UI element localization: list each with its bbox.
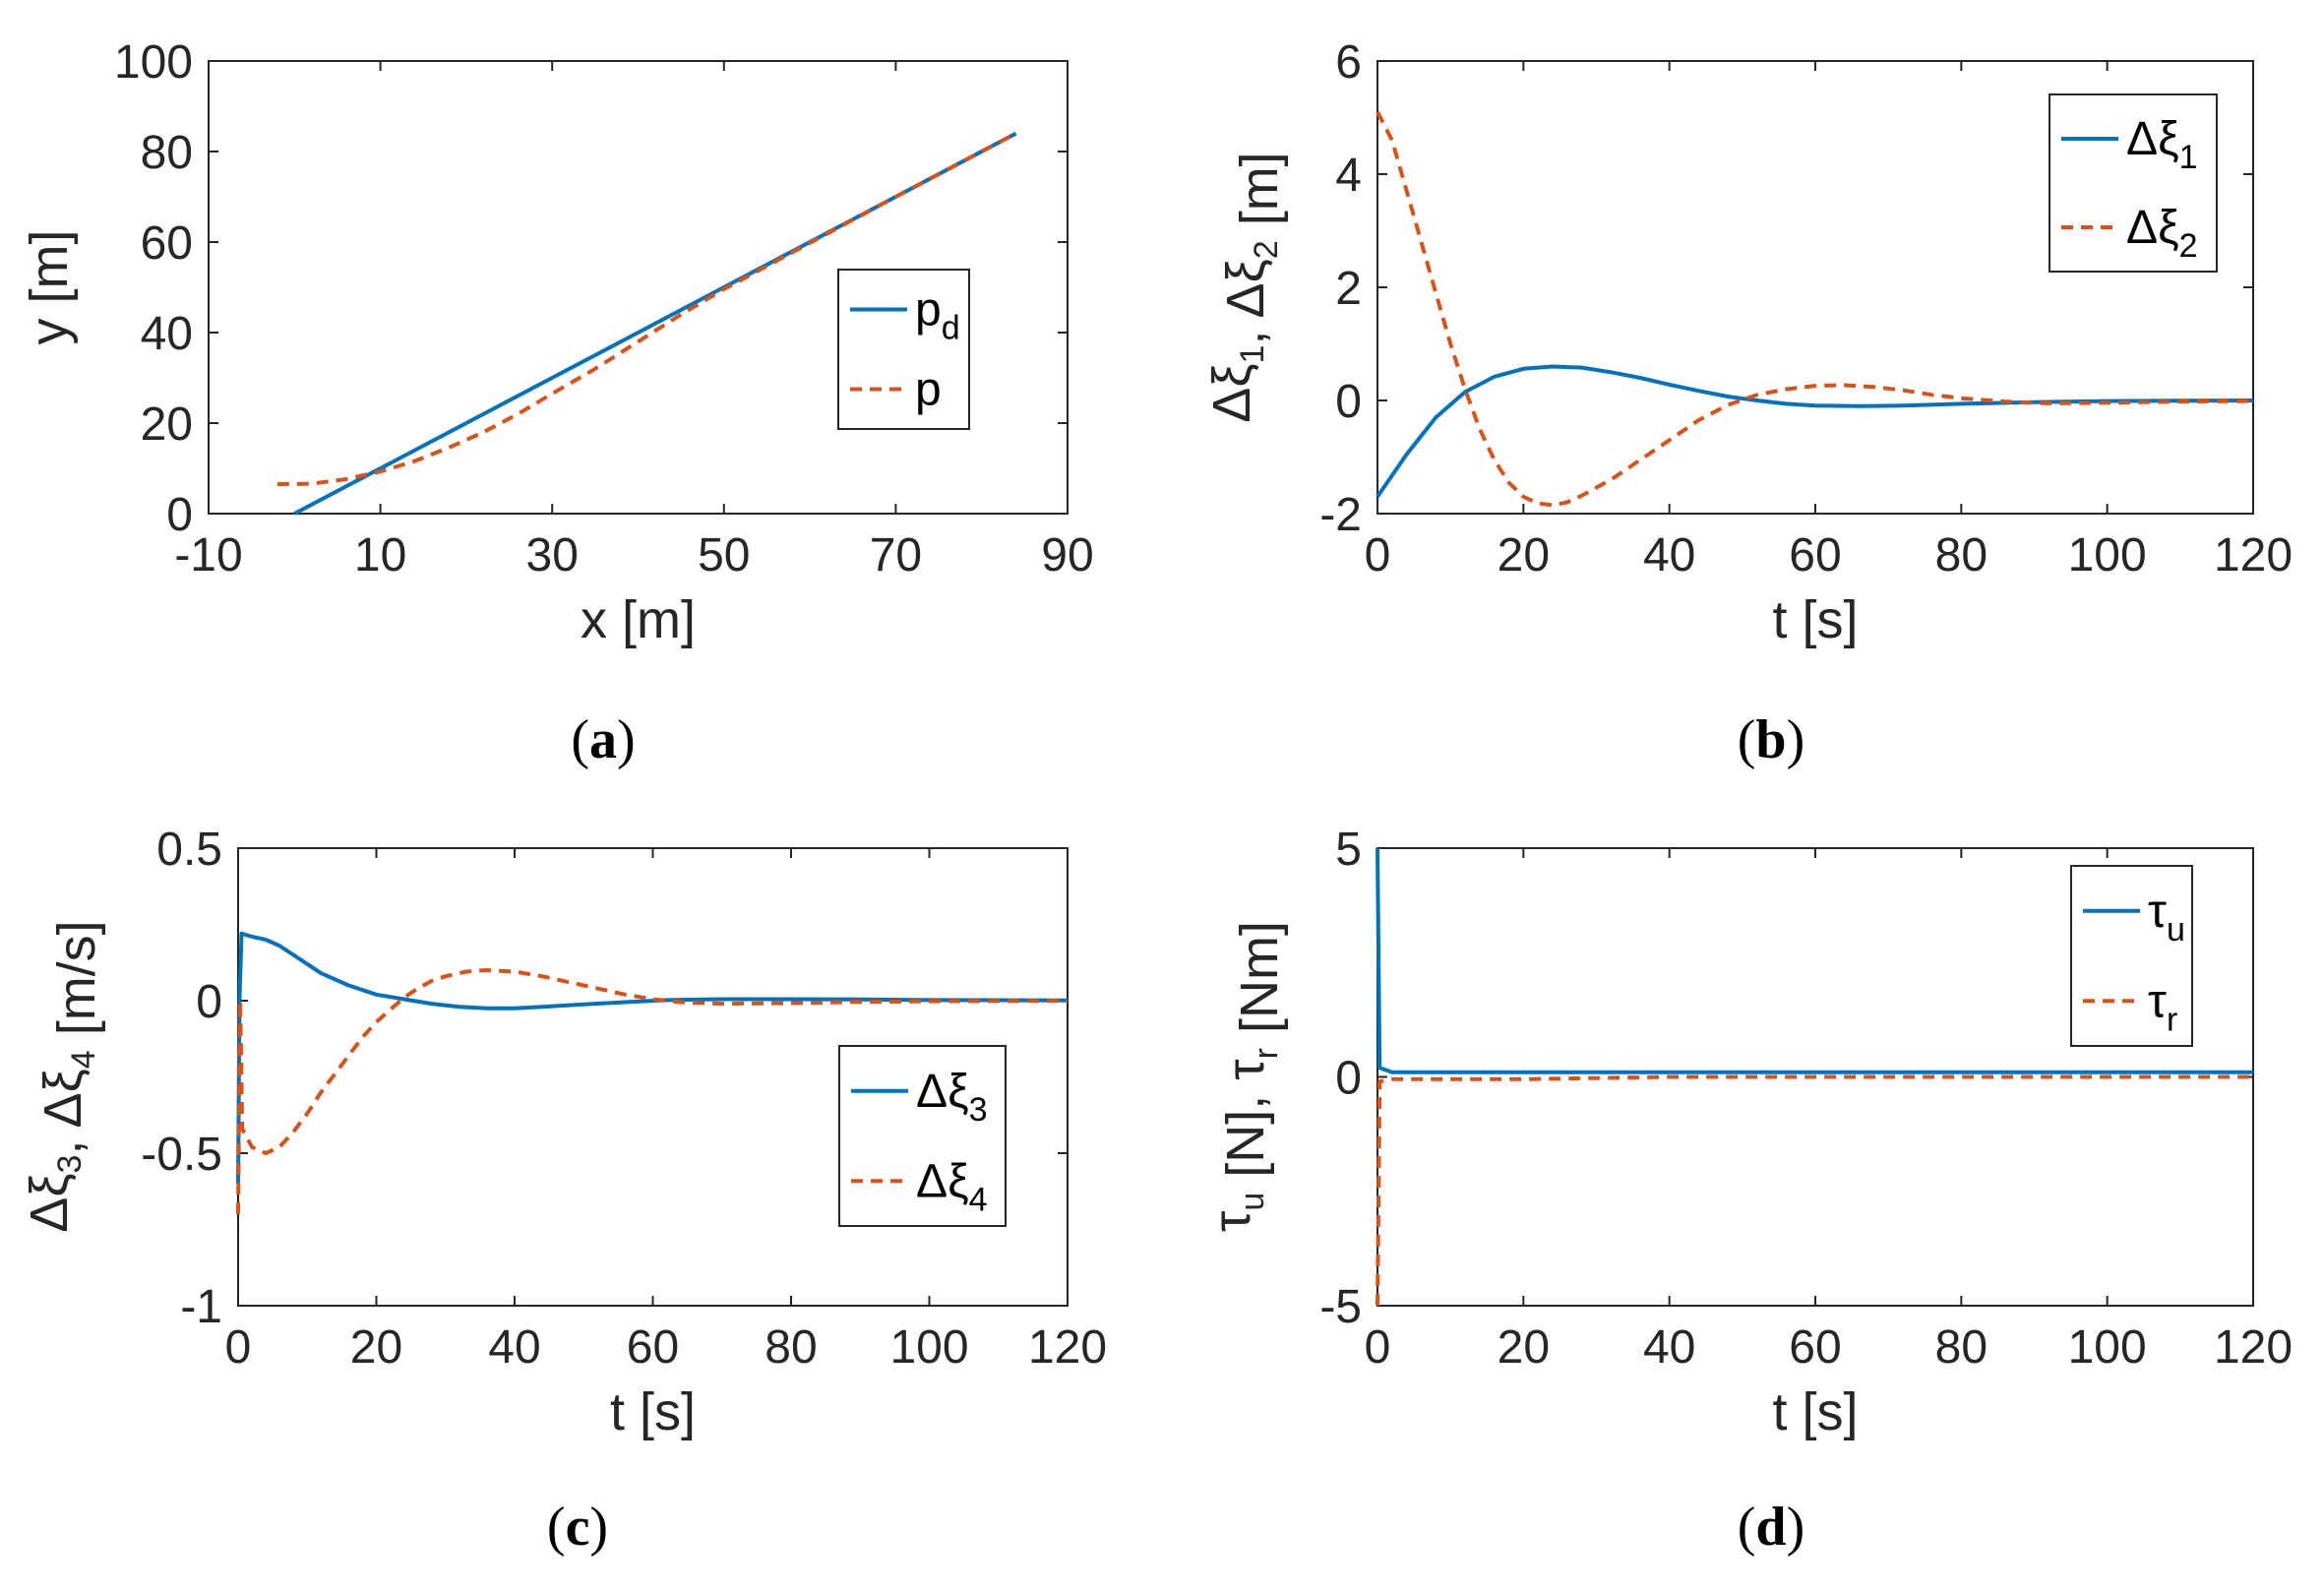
y-axis-label: τu [N], τr [Nm] <box>1202 921 1289 1232</box>
y-tick-label: -1 <box>180 1281 222 1333</box>
legend-entry-2: Δξ4 <box>916 1155 987 1218</box>
x-tick-label: 20 <box>350 1321 402 1374</box>
legend-entry-1: Δξ3 <box>916 1066 987 1129</box>
y-tick-label: 80 <box>141 127 193 179</box>
x-axis-label: t [s] <box>610 1382 696 1441</box>
x-tick-label: 20 <box>1498 1321 1550 1374</box>
y-tick-label: 0 <box>1335 1053 1362 1105</box>
x-tick-label: 100 <box>2068 1321 2147 1374</box>
y-tick-label: 5 <box>1335 824 1362 876</box>
x-tick-label: 120 <box>2214 529 2293 582</box>
x-axis-label: t [s] <box>1772 590 1858 649</box>
x-tick-label: 0 <box>225 1321 252 1374</box>
x-tick-label: 60 <box>1789 1321 1841 1374</box>
x-tick-label: 0 <box>1365 529 1391 582</box>
x-tick-label: 40 <box>488 1321 540 1374</box>
x-tick-label: 40 <box>1643 529 1695 582</box>
legend-entry-2: Δξ2 <box>2126 202 2197 265</box>
y-tick-label: 60 <box>141 217 193 270</box>
y-tick-label: 4 <box>1335 150 1362 202</box>
x-tick-label: 100 <box>889 1321 968 1374</box>
x-tick-label: 10 <box>354 529 406 582</box>
series-line-1 <box>236 931 1069 1185</box>
y-tick-label: 0 <box>1335 376 1362 428</box>
legend-entry-1: Δξ1 <box>2126 113 2197 176</box>
y-tick-label: 0.5 <box>156 824 222 876</box>
x-tick-label: 90 <box>1041 529 1093 582</box>
y-axis-label: Δξ1, Δξ2 [m] <box>1202 152 1289 422</box>
panel-caption: (c) <box>547 1497 608 1558</box>
legend-entry-1: pd <box>915 284 960 347</box>
x-tick-label: 50 <box>698 529 750 582</box>
x-tick-label: 80 <box>764 1321 817 1374</box>
panel-caption: (b) <box>1738 709 1804 770</box>
legend-entry-2: τr <box>2148 975 2177 1038</box>
y-tick-label: -0.5 <box>141 1129 222 1181</box>
x-tick-label: 20 <box>1498 529 1550 582</box>
x-tick-label: 120 <box>2214 1321 2293 1374</box>
x-tick-label: 0 <box>1365 1321 1391 1374</box>
x-axis-label: t [s] <box>1772 1382 1858 1441</box>
x-tick-label: 30 <box>526 529 579 582</box>
legend-box <box>2070 865 2193 1047</box>
series-line-1 <box>1376 364 2254 498</box>
x-tick-label: 60 <box>627 1321 679 1374</box>
x-tick-label: 120 <box>1028 1321 1107 1374</box>
y-tick-label: -5 <box>1319 1281 1362 1333</box>
y-tick-label: 0 <box>196 976 222 1028</box>
x-tick-label: 80 <box>1935 1321 1988 1374</box>
panel-a: -10 10 30 50 70 90 0 20 40 60 80 100 x [m] y [m] pd p (a… <box>20 36 1094 770</box>
x-tick-label: 70 <box>870 529 922 582</box>
legend-entry-2: p <box>915 364 942 416</box>
panel-c: 0 20 40 60 80 100 120 -1 -0.5 0 0.5 t [s] Δξ3, Δξ4 [… <box>20 824 1107 1558</box>
y-tick-label: 20 <box>141 398 193 451</box>
panel-caption: (d) <box>1738 1497 1804 1558</box>
legend-entry-1: τu <box>2148 886 2185 949</box>
series-line-2 <box>1376 110 2254 508</box>
x-axis-label: x [m] <box>581 590 696 649</box>
legend-box <box>2049 93 2218 273</box>
y-tick-label: -2 <box>1319 489 1362 541</box>
panel-caption: (a) <box>571 709 635 770</box>
y-tick-label: 40 <box>141 308 193 360</box>
x-tick-label: 40 <box>1643 1321 1695 1374</box>
x-tick-label: 80 <box>1935 529 1988 582</box>
series-line-1 <box>1376 847 2253 1074</box>
series-line-2 <box>1376 1074 2253 1307</box>
x-tick-label: -10 <box>174 529 242 582</box>
y-axis-label: Δξ3, Δξ4 [m/s] <box>20 920 106 1232</box>
y-tick-label: 6 <box>1335 36 1362 89</box>
legend-box <box>838 1045 1007 1227</box>
x-tick-label: 100 <box>2068 529 2147 582</box>
legend-box <box>837 269 970 430</box>
y-axis-label: y [m] <box>20 230 79 345</box>
y-tick-label: 0 <box>166 489 193 541</box>
x-tick-label: 60 <box>1789 529 1841 582</box>
series-line-2 <box>236 968 1069 1215</box>
series-line-2 <box>276 131 1017 487</box>
y-tick-label: 100 <box>114 36 193 89</box>
y-tick-label: 2 <box>1335 263 1362 315</box>
